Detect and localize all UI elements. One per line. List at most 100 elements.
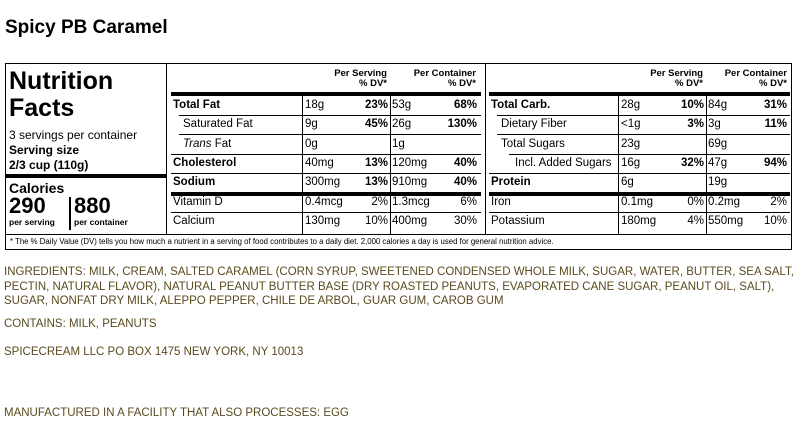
serving-size-label: Serving size [9,143,80,157]
nutrient-name: Cholesterol [173,156,237,169]
serving-amount: 16g [621,156,641,169]
serving-amount: 0.1mg [621,195,653,208]
calories-divider [69,197,71,230]
nutrient-row: Iron 0.1mg 0% 0.2mg 2% [489,193,790,212]
nutrient-name: Potassium [491,214,545,227]
serving-dv: 10% [680,99,704,111]
ingredients-text: INGREDIENTS: MILK, CREAM, SALTED CARAMEL… [4,266,795,307]
nutrient-name: Protein [491,176,531,189]
col-head-label: Per Container [724,68,787,79]
serving-dv: 3% [687,118,704,131]
calories-label: Calories [9,180,65,196]
nutrient-name: Dietary Fiber [501,118,567,131]
daily-value-footnote: * The % Daily Value (DV) tells you how m… [10,237,554,246]
serving-amount: 180mg [621,214,657,227]
divider [171,211,481,213]
serving-dv: 23% [364,99,388,111]
container-dv: 130% [447,118,477,131]
container-dv: 68% [453,99,477,111]
container-dv: 40% [453,176,477,189]
nutrient-name: Total Carb. [491,99,551,111]
facility-text: MANUFACTURED IN A FACILITY THAT ALSO PRO… [4,407,349,419]
serving-dv: 13% [364,176,388,189]
serving-amount: 6g [621,176,634,189]
col-head-label: Per Serving [650,68,703,79]
nutrient-name: Saturated Fat [183,118,253,131]
nutrient-row: Saturated Fat 9g 45% 26g 130% [171,115,481,134]
nutrient-row: Total Sugars 23g 69g [489,135,790,154]
divider [179,134,481,136]
nutrient-row: Total Carb. 28g 10% 84g 31% [489,96,790,115]
divider [489,192,790,197]
col-head-dv: % DV* [675,78,703,89]
servings-per-container: 3 servings per container [9,128,138,142]
column-divider [706,96,707,234]
serving-dv: 13% [364,156,388,169]
heading-line2: Facts [9,94,75,122]
serving-amount: 130mg [305,214,341,227]
container-amount: 53g [392,99,412,111]
column-separator [485,64,486,234]
nutrient-table-left: Per Serving % DV* Per Container % DV* To… [171,64,481,234]
nutrient-row: Potassium 180mg 4% 550mg 10% [489,212,790,231]
col-head-dv: % DV* [359,78,387,89]
divider [489,92,790,96]
nutrient-name: Incl. Added Sugars [515,156,612,169]
container-dv: 6% [460,195,477,208]
serving-amount: 28g [621,99,641,111]
nutrient-row: Sodium 300mg 13% 910mg 40% [171,173,481,192]
address-text: SPICECREAM LLC PO BOX 1475 NEW YORK, NY … [4,346,304,358]
serving-amount: 0g [305,137,318,150]
serving-amount: 18g [305,99,325,111]
nutrient-name: Sodium [173,176,216,189]
nutrient-name: Total Sugars [501,137,565,150]
serving-amount: 300mg [305,176,341,189]
nutrient-name: Vitamin D [173,195,223,208]
serving-dv: 2% [371,195,388,208]
serving-amount: <1g [621,118,641,131]
serving-dv: 45% [364,118,388,131]
col-head-dv: % DV* [448,78,476,89]
serving-size-value: 2/3 cup (110g) [9,158,89,172]
contains-text: CONTAINS: MILK, PEANUTS [4,318,157,330]
fat-label: Fat [211,137,232,150]
serving-dv: 0% [687,195,704,208]
container-amount: 120mg [392,156,428,169]
col-head-dv: % DV* [759,78,787,89]
nutrient-row: Vitamin D 0.4mcg 2% 1.3mcg 6% [171,193,481,212]
product-title: Spicy PB Caramel [5,17,168,38]
col-head-per-container: Per Container % DV* [709,69,787,89]
nutrition-facts-heading: Nutrition Facts [9,68,113,122]
container-amount: 1g [392,137,405,150]
container-dv: 31% [763,99,787,111]
col-head-label: Per Serving [334,68,387,79]
per-serving-caption: per serving [9,217,55,227]
container-amount: 47g [708,156,728,169]
divider [171,92,481,96]
nutrient-name: Trans Fat [183,135,231,154]
divider [179,115,481,116]
calories-per-container: 880 [74,193,111,218]
nutrient-table-right: Per Serving % DV* Per Container % DV* To… [489,64,790,234]
nutrient-name: Calcium [173,214,215,227]
col-head-per-serving: Per Serving % DV* [305,69,387,89]
divider [497,134,790,136]
column-divider [302,96,303,234]
container-dv: 40% [453,156,477,169]
container-amount: 550mg [708,214,744,227]
nutrient-row: Calcium 130mg 10% 400mg 30% [171,212,481,231]
col-head-per-container: Per Container % DV* [396,69,476,89]
container-dv: 11% [764,118,787,131]
divider [171,153,481,155]
container-dv: 30% [453,214,477,227]
container-amount: 400mg [392,214,428,227]
column-divider [390,96,391,234]
serving-dv: 32% [680,156,704,169]
divider [497,115,790,116]
nutrient-row: Cholesterol 40mg 13% 120mg 40% [171,154,481,173]
nutrient-row: Dietary Fiber <1g 3% 3g 11% [489,115,790,134]
nutrient-name: Iron [491,195,511,208]
divider [489,172,790,174]
nutrient-row: Trans Fat 0g 1g [171,135,481,154]
container-amount: 1.3mcg [392,195,430,208]
